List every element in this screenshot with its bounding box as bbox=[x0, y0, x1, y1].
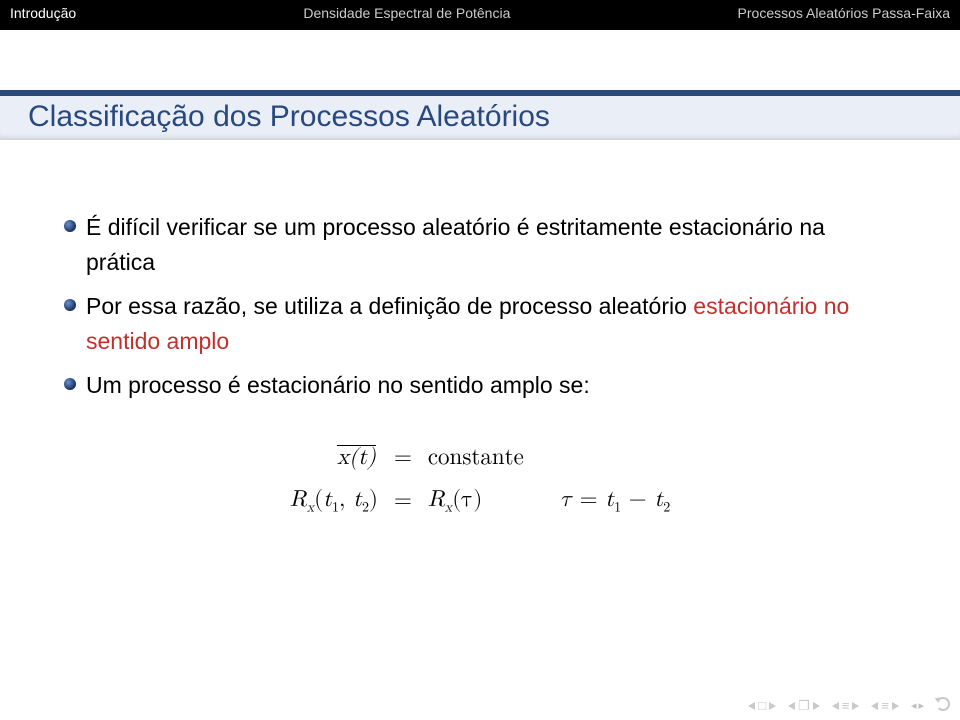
slide-body: É difícil verificar se um processo aleat… bbox=[0, 140, 960, 523]
beamer-nav: □ ❐ ≡ ≡ ◂▸ bbox=[748, 697, 950, 714]
nav-slide[interactable]: □ bbox=[748, 698, 776, 713]
slide-title-block: Classificação dos Processos Aleatórios bbox=[0, 90, 960, 140]
nav-subsection[interactable]: ≡ bbox=[832, 698, 860, 713]
bullet-dot-icon bbox=[64, 378, 76, 390]
tab-densidade[interactable]: Densidade Espectral de Potência bbox=[303, 5, 510, 21]
bullet-item: Um processo é estacionário no sentido am… bbox=[64, 368, 896, 403]
eq-constante: constante bbox=[420, 437, 532, 480]
bullet-dot-icon bbox=[64, 220, 76, 232]
bullet-text: Um processo é estacionário no sentido am… bbox=[86, 368, 896, 403]
bullet-dot-icon bbox=[64, 299, 76, 311]
bullet-item: É difícil verificar se um processo aleat… bbox=[64, 210, 896, 279]
nav-back-forward[interactable]: ◂▸ bbox=[911, 703, 924, 709]
nav-section[interactable]: ≡ bbox=[871, 698, 899, 713]
bullet-text-part: Por essa razão, se utiliza a definição d… bbox=[86, 293, 693, 319]
equation-block: x(t) = constante Rx(t1, t2) = Rx(τ) τ = … bbox=[64, 437, 896, 523]
nav-refresh[interactable] bbox=[936, 697, 950, 714]
section-tabs: Introdução Densidade Espectral de Potênc… bbox=[0, 0, 960, 30]
bullet-text: É difícil verificar se um processo aleat… bbox=[86, 210, 896, 279]
tab-passafaixa[interactable]: Processos Aleatórios Passa-Faixa bbox=[738, 5, 950, 21]
nav-frame[interactable]: ❐ bbox=[788, 698, 820, 714]
eq-xbar: x(t) bbox=[335, 441, 378, 476]
bullet-item: Por essa razão, se utiliza a definição d… bbox=[64, 289, 896, 358]
slide-title: Classificação dos Processos Aleatórios bbox=[28, 100, 960, 134]
eq-equals: = bbox=[386, 437, 420, 480]
eq-equals: = bbox=[386, 479, 420, 523]
eq-R: R bbox=[428, 488, 445, 511]
eq-R: R bbox=[290, 488, 307, 511]
tab-introducao[interactable]: Introdução bbox=[10, 5, 76, 21]
bullet-text: Por essa razão, se utiliza a definição d… bbox=[86, 289, 896, 358]
